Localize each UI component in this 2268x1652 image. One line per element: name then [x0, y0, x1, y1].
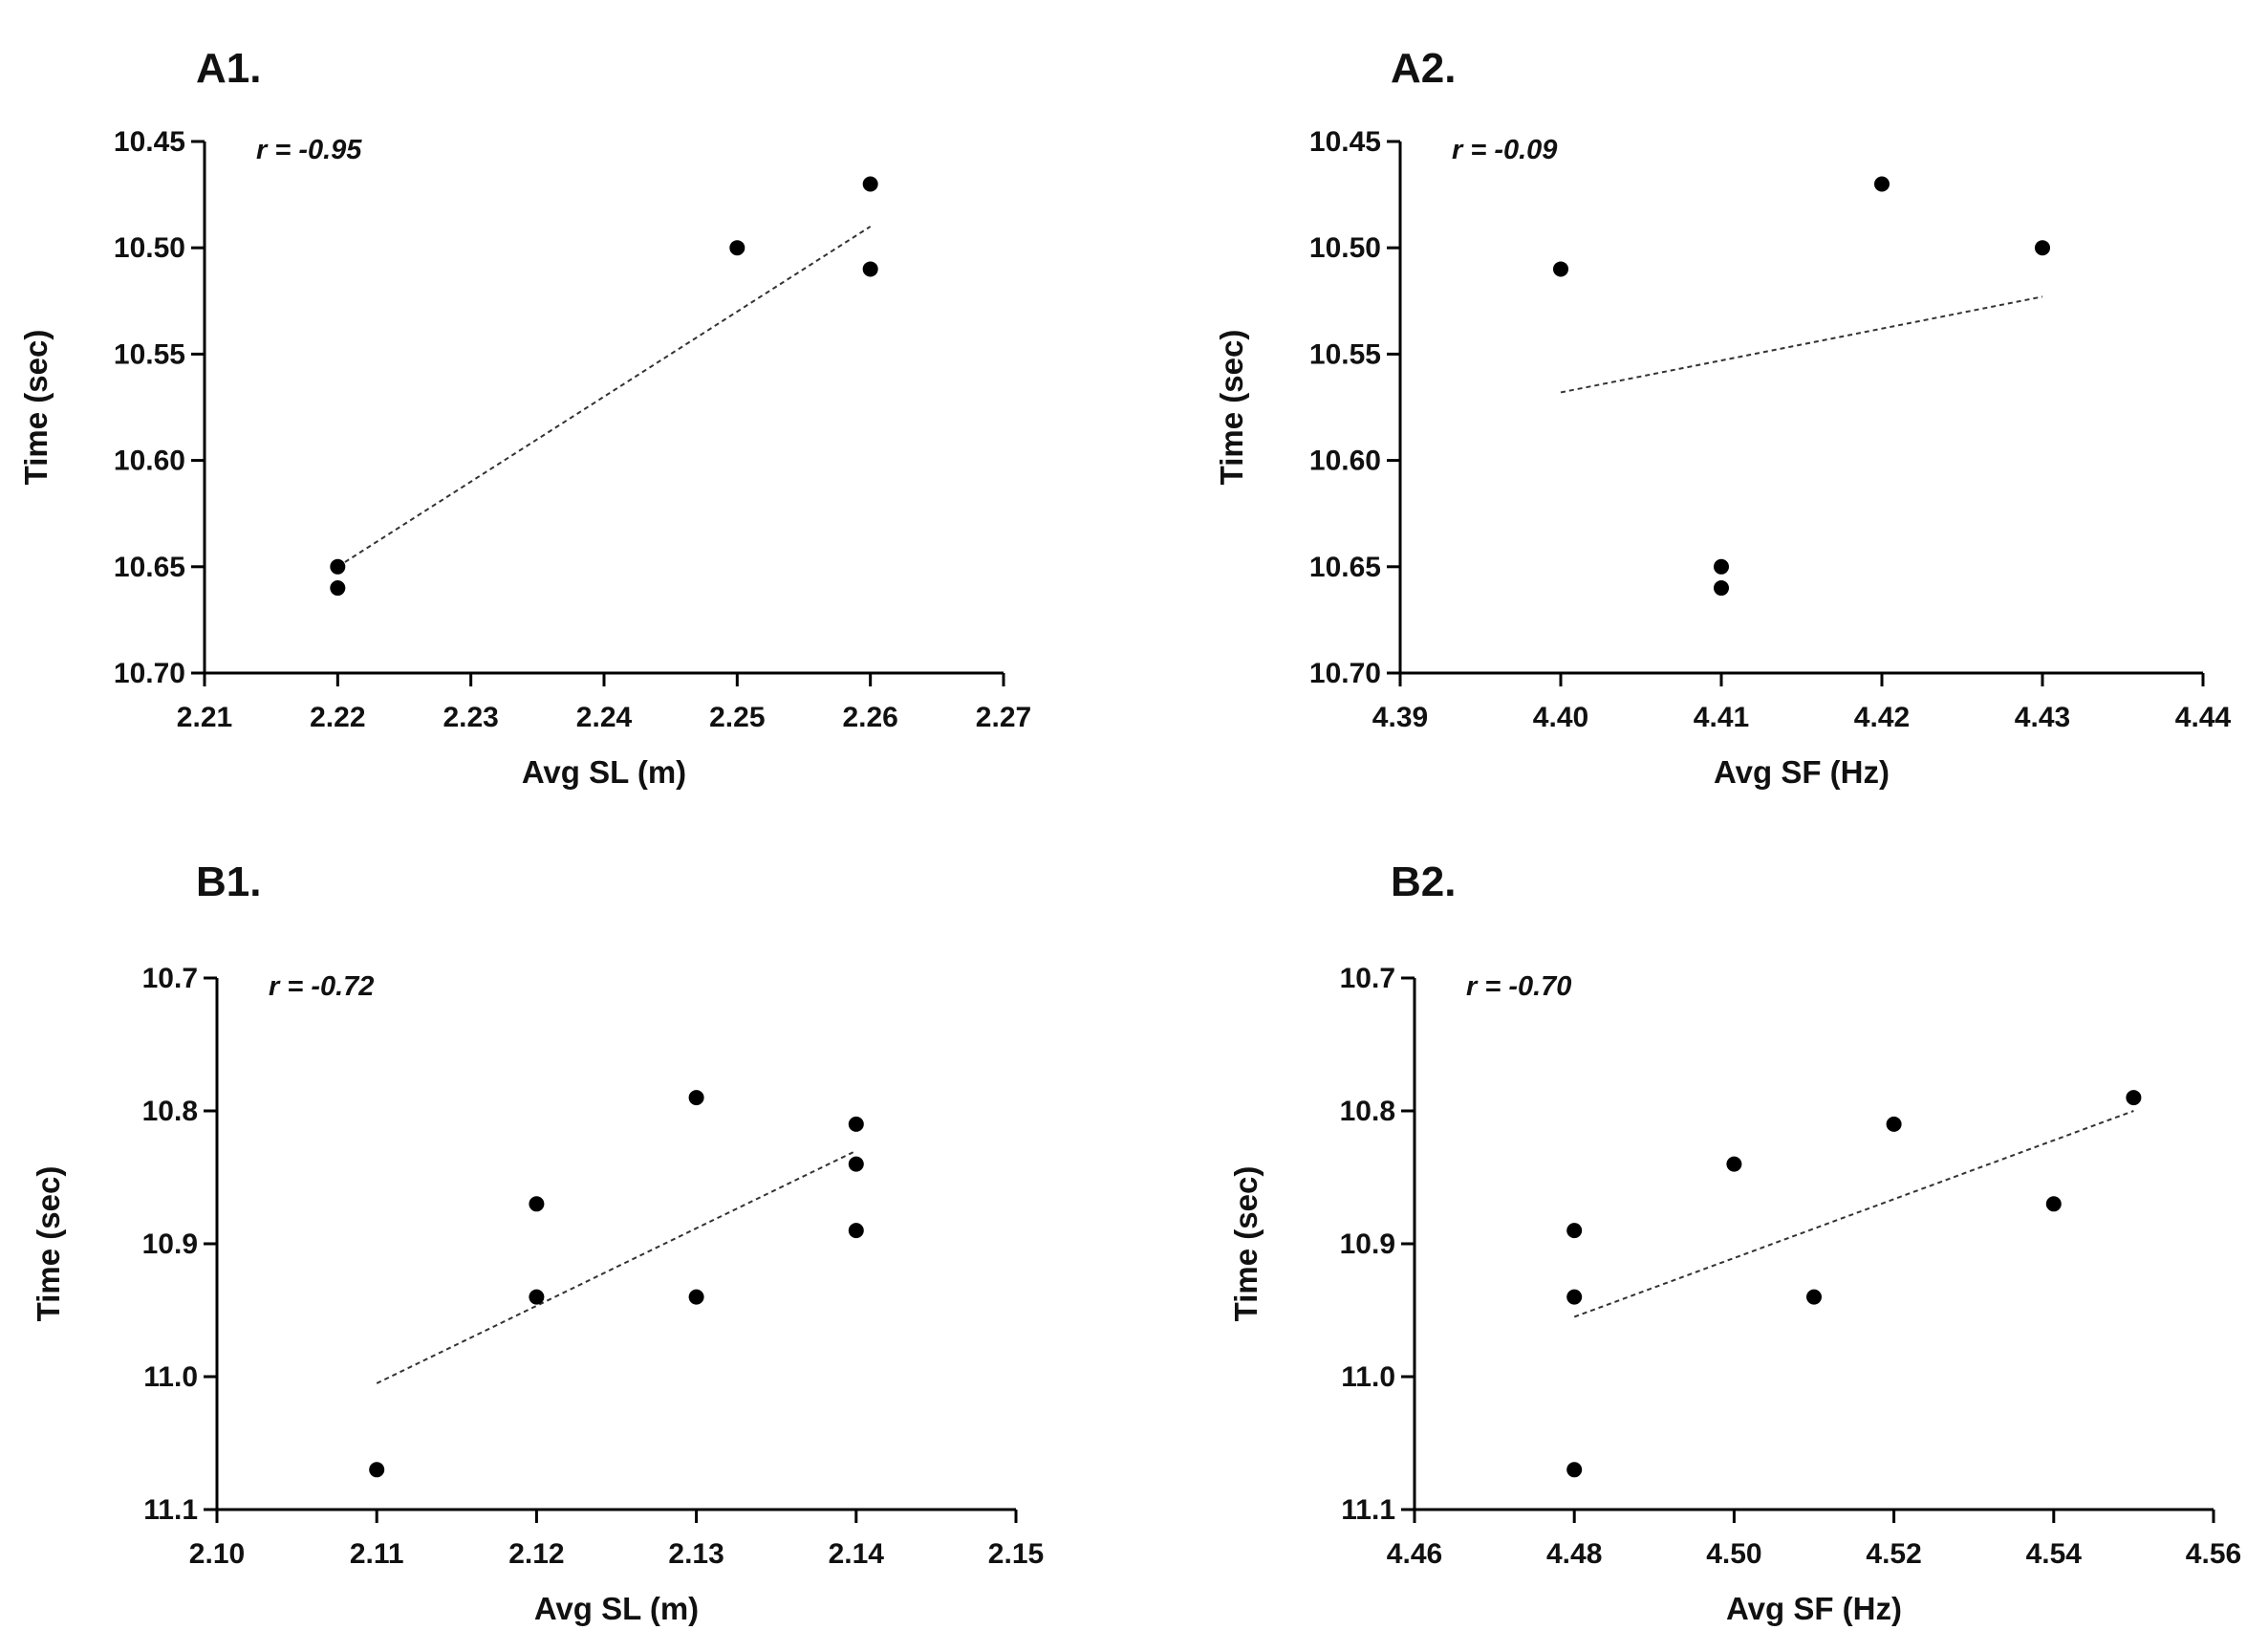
- x-tick-label: 2.14: [829, 1538, 885, 1570]
- x-axis-title-a1: Avg SL (m): [522, 754, 686, 790]
- y-axis-title-b1: Time (sec): [31, 1166, 66, 1322]
- panel-b2: B2. 10.7 10.8 10.9 11.0 11.1 4.46 4.48 4.50 4.52 4…: [1228, 859, 2241, 1626]
- panel-a1: A1. 10.45 10.50 10.55 10.60 10.65 10.70 2.21 2.2…: [18, 45, 1031, 790]
- y-tick-label: 10.65: [1309, 552, 1381, 583]
- x-tick-label: 4.44: [2175, 702, 2232, 733]
- x-tick-label: 4.50: [1706, 1538, 1761, 1570]
- data-point: [848, 1156, 864, 1172]
- data-point: [1714, 558, 1729, 575]
- x-tick-label: 4.39: [1372, 702, 1428, 733]
- y-tick-label: 10.8: [142, 1096, 198, 1127]
- data-point: [330, 580, 346, 597]
- data-point: [369, 1462, 385, 1478]
- panel-a2: A2. 10.45 10.50 10.55 10.60 10.65 10.70 4.39 4.4…: [1214, 45, 2232, 790]
- data-point: [1566, 1462, 1583, 1478]
- x-tick-label: 2.27: [976, 702, 1031, 733]
- y-tick-label: 10.55: [1309, 338, 1381, 370]
- x-tick-label: 4.48: [1546, 1538, 1602, 1570]
- data-point: [1874, 176, 1890, 192]
- y-axis-title-a1: Time (sec): [18, 330, 54, 486]
- data-point: [848, 1223, 864, 1239]
- x-tick-label: 4.41: [1694, 702, 1749, 733]
- data-point: [2035, 240, 2050, 256]
- data-point: [1714, 580, 1729, 597]
- data-point: [1553, 261, 1568, 277]
- panel-label-a2: A2.: [1391, 45, 1456, 92]
- y-tick-label: 11.0: [143, 1361, 198, 1393]
- x-axis-title-b1: Avg SL (m): [534, 1591, 699, 1626]
- y-tick-label: 11.1: [1341, 1494, 1395, 1526]
- panel-label-b2: B2.: [1391, 859, 1456, 905]
- data-point: [862, 261, 878, 277]
- data-point: [1806, 1289, 1822, 1305]
- y-tick-label: 10.55: [114, 338, 185, 370]
- x-tick-label: 4.46: [1387, 1538, 1442, 1570]
- y-tick-label: 11.0: [1341, 1361, 1395, 1393]
- y-tick-label: 10.8: [1340, 1096, 1395, 1127]
- x-tick-label: 2.26: [842, 702, 897, 733]
- y-tick-label: 10.7: [142, 963, 198, 994]
- data-point: [862, 176, 878, 192]
- panel-label-a1: A1.: [196, 45, 261, 92]
- x-tick-label: 2.25: [709, 702, 765, 733]
- y-tick-label: 10.9: [1340, 1228, 1395, 1260]
- data-point: [2126, 1090, 2142, 1106]
- x-tick-label: 2.23: [443, 702, 498, 733]
- data-point: [1566, 1223, 1583, 1239]
- data-point: [529, 1289, 545, 1305]
- y-tick-label: 10.50: [114, 232, 185, 264]
- data-point: [729, 240, 745, 256]
- data-point: [330, 558, 346, 575]
- data-point: [2045, 1196, 2062, 1212]
- x-tick-label: 2.24: [576, 702, 633, 733]
- y-tick-label: 10.65: [114, 552, 185, 583]
- y-tick-label: 10.60: [1309, 446, 1381, 477]
- data-point: [848, 1116, 864, 1132]
- data-point: [1566, 1289, 1583, 1305]
- y-tick-label: 10.45: [1309, 126, 1381, 158]
- y-tick-label: 10.70: [114, 658, 185, 689]
- correlation-label-b1: r = -0.72: [269, 971, 374, 1002]
- x-tick-label: 4.40: [1533, 702, 1588, 733]
- x-tick-label: 2.12: [508, 1538, 564, 1570]
- correlation-label-a1: r = -0.95: [256, 135, 362, 165]
- x-tick-label: 2.22: [310, 702, 365, 733]
- trendline-b2: [1573, 1110, 2134, 1318]
- x-axis-title-b2: Avg SF (Hz): [1726, 1591, 1902, 1626]
- y-tick-label: 10.9: [142, 1228, 198, 1260]
- trendline-a2: [1560, 295, 2043, 394]
- x-tick-label: 4.42: [1854, 702, 1910, 733]
- x-axis-title-a2: Avg SF (Hz): [1714, 754, 1890, 790]
- y-tick-label: 10.60: [114, 446, 185, 477]
- y-tick-label: 10.7: [1340, 963, 1395, 994]
- x-tick-label: 2.10: [189, 1538, 245, 1570]
- correlation-label-a2: r = -0.09: [1452, 135, 1557, 165]
- y-axis-title-b2: Time (sec): [1228, 1166, 1264, 1322]
- x-tick-label: 2.11: [350, 1538, 404, 1570]
- y-tick-label: 10.50: [1309, 232, 1381, 264]
- x-tick-label: 4.43: [2015, 702, 2070, 733]
- data-point: [688, 1090, 704, 1106]
- y-axis-title-a2: Time (sec): [1214, 330, 1249, 486]
- panel-b1: B1. 10.7 10.8 10.9 11.0 11.1 2.10 2.11 2.12 2.13 2…: [31, 859, 1044, 1626]
- x-tick-label: 2.15: [988, 1538, 1044, 1570]
- trendline-b1: [376, 1149, 857, 1384]
- data-point: [529, 1196, 545, 1212]
- data-point: [688, 1289, 704, 1305]
- data-point: [1886, 1116, 1902, 1132]
- y-tick-label: 11.1: [143, 1494, 198, 1526]
- x-tick-label: 4.54: [2026, 1538, 2083, 1570]
- y-tick-label: 10.45: [114, 126, 185, 158]
- correlation-label-b2: r = -0.70: [1466, 971, 1571, 1002]
- panel-label-b1: B1.: [196, 859, 261, 905]
- y-tick-label: 10.70: [1309, 658, 1381, 689]
- trendline-a1: [336, 226, 872, 568]
- x-tick-label: 4.52: [1866, 1538, 1921, 1570]
- x-tick-label: 2.21: [177, 702, 232, 733]
- data-point: [1726, 1156, 1742, 1172]
- x-tick-label: 4.56: [2186, 1538, 2241, 1570]
- x-tick-label: 2.13: [668, 1538, 724, 1570]
